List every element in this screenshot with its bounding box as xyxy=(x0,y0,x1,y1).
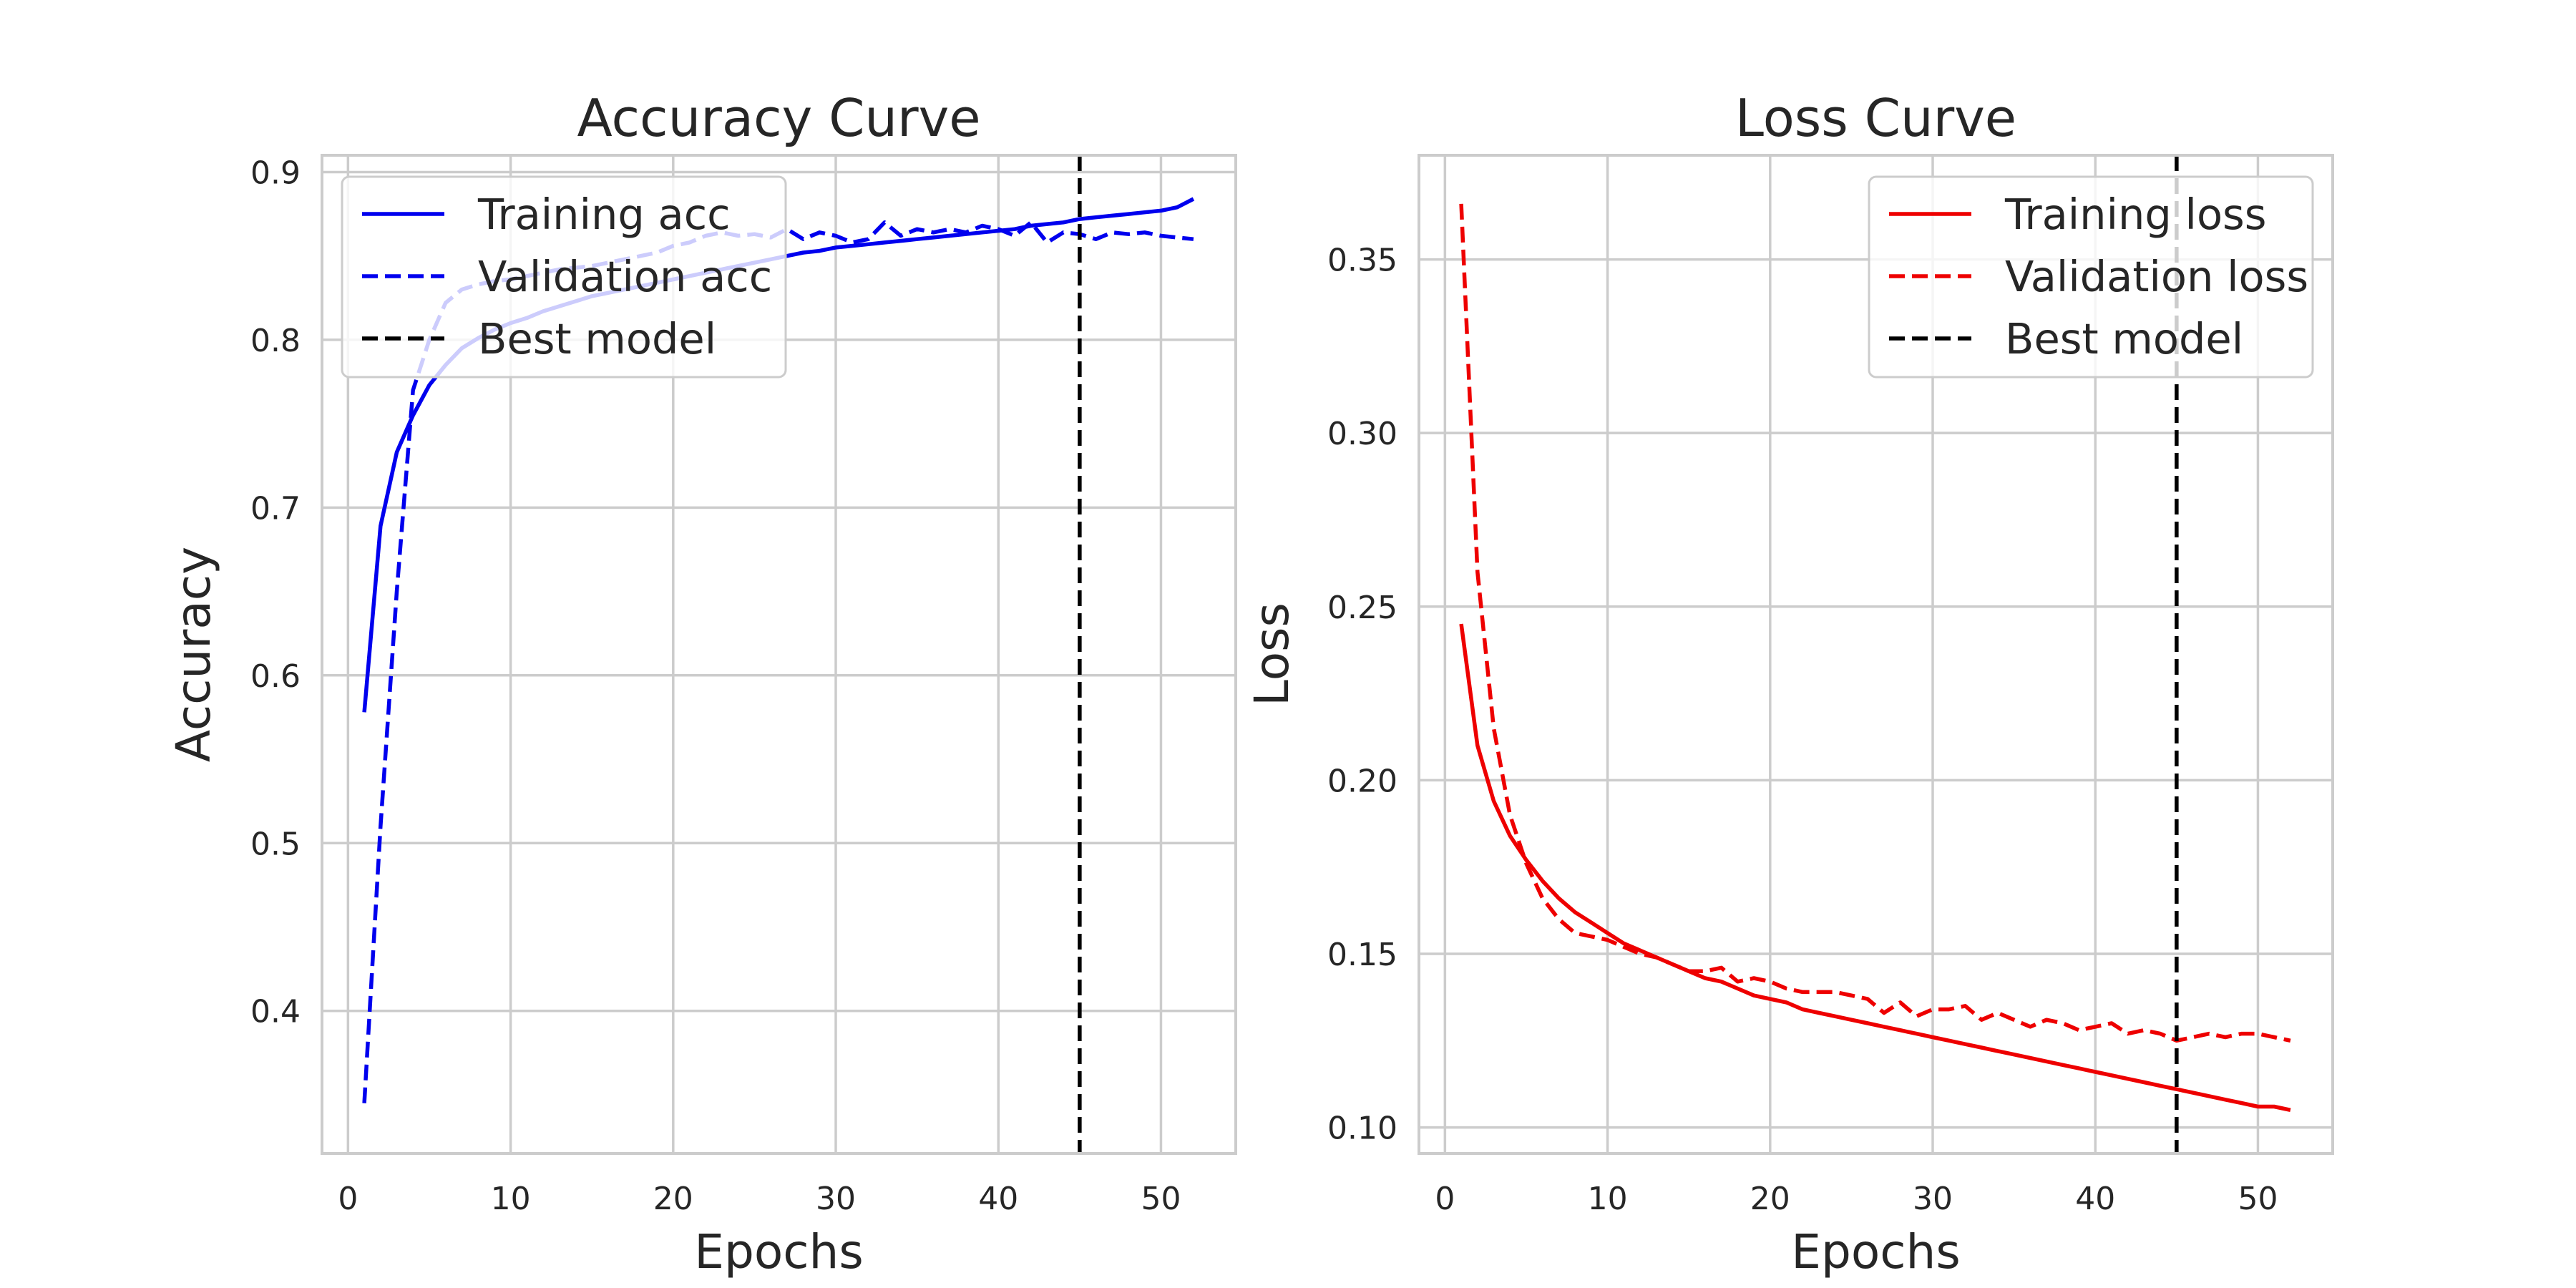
loss-series-training-loss xyxy=(1459,623,2291,1112)
loss-ticks: 0 10 20 30 40 50 0.10 0.15 0.20 0.25 0.30 0.35 xyxy=(1327,243,2278,1217)
loss-series-validation-loss xyxy=(1459,203,2291,1043)
loss-y-tick-label: 0.35 xyxy=(1327,243,1397,279)
accuracy-x-tick-label: 40 xyxy=(978,1181,1018,1217)
accuracy-legend-box xyxy=(341,175,787,379)
loss-axes-frame xyxy=(1418,154,2334,1155)
accuracy-x-tick-label: 30 xyxy=(816,1181,856,1217)
accuracy-x-tick-label: 0 xyxy=(338,1181,358,1217)
loss-x-tick-label: 20 xyxy=(1750,1181,1790,1217)
loss-legend-label-training-loss: Training loss xyxy=(2004,190,2267,239)
loss-x-tick-label: 30 xyxy=(1913,1181,1953,1217)
accuracy-legend-label-validation-acc: Validation acc xyxy=(478,252,772,301)
accuracy-y-axis-label: Accuracy xyxy=(166,547,221,762)
loss-legend: Training loss Validation loss Best model xyxy=(1868,175,2314,379)
accuracy-ticks: 0 10 20 30 40 50 0.4 0.5 0.6 0.7 0.8 0.9 xyxy=(250,155,1181,1217)
accuracy-axes-frame xyxy=(321,154,1237,1155)
loss-y-tick-label: 0.15 xyxy=(1327,937,1397,973)
accuracy-legend: Training acc Validation acc Best model xyxy=(341,175,787,379)
loss-x-tick-label: 10 xyxy=(1588,1181,1628,1217)
accuracy-x-tick-label: 10 xyxy=(491,1181,531,1217)
accuracy-chart-title: Accuracy Curve xyxy=(577,88,980,148)
loss-panel: 0 10 20 30 40 50 0.10 0.15 0.20 0.25 0.30 0.35 Loss… xyxy=(1244,88,2334,1279)
accuracy-y-tick-label: 0.8 xyxy=(250,323,301,359)
loss-x-tick-label: 0 xyxy=(1435,1181,1455,1217)
loss-legend-label-validation-loss: Validation loss xyxy=(2005,252,2308,301)
accuracy-panel: 0 10 20 30 40 50 0.4 0.5 0.6 0.7 0.8 0.9 Accuracy C… xyxy=(166,88,1237,1279)
accuracy-legend-label-best-model: Best model xyxy=(478,314,716,364)
loss-chart-title: Loss Curve xyxy=(1735,88,2016,148)
accuracy-x-tick-label: 20 xyxy=(653,1181,693,1217)
accuracy-y-tick-label: 0.7 xyxy=(250,490,301,527)
loss-y-tick-label: 0.25 xyxy=(1327,590,1397,626)
accuracy-y-tick-label: 0.5 xyxy=(250,826,301,862)
loss-legend-box xyxy=(1868,175,2314,379)
loss-x-tick-label: 40 xyxy=(2075,1181,2115,1217)
loss-legend-label-best-model: Best model xyxy=(2005,314,2243,364)
accuracy-x-axis-label: Epochs xyxy=(694,1224,863,1279)
loss-y-tick-label: 0.10 xyxy=(1327,1111,1397,1147)
loss-x-tick-label: 50 xyxy=(2238,1181,2278,1217)
accuracy-y-tick-label: 0.9 xyxy=(250,155,301,191)
loss-y-tick-label: 0.20 xyxy=(1327,763,1397,799)
accuracy-x-tick-label: 50 xyxy=(1141,1181,1181,1217)
accuracy-y-tick-label: 0.4 xyxy=(250,994,301,1030)
accuracy-y-tick-label: 0.6 xyxy=(250,658,301,695)
loss-y-axis-label: Loss xyxy=(1244,602,1299,706)
loss-y-tick-label: 0.30 xyxy=(1327,416,1397,452)
loss-x-axis-label: Epochs xyxy=(1791,1224,1960,1279)
accuracy-legend-label-training-acc: Training acc xyxy=(477,190,731,239)
